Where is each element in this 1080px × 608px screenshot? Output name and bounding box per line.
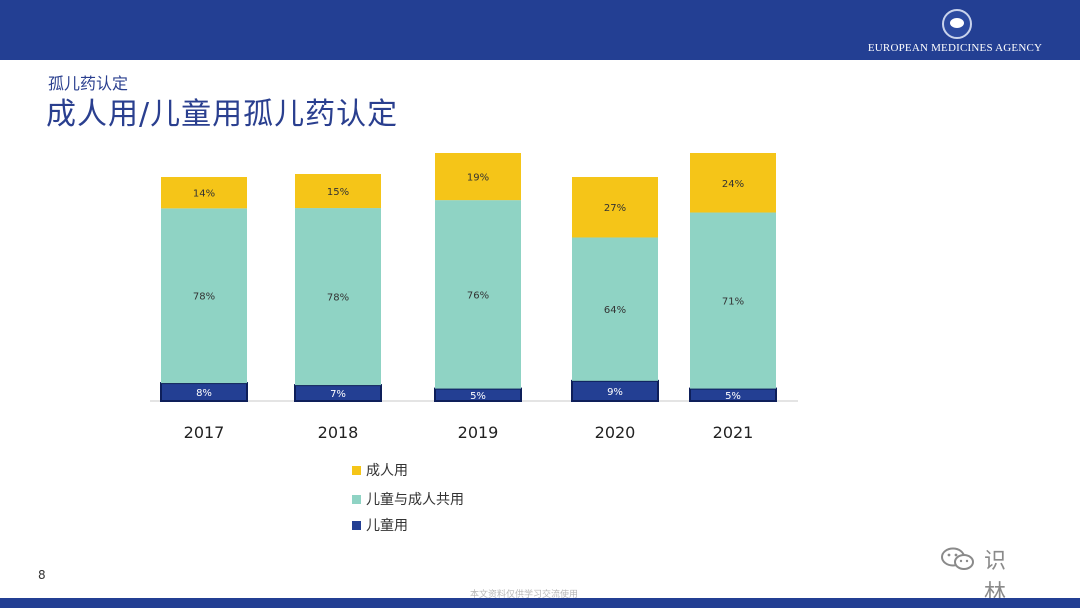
data-label: 27% bbox=[604, 203, 626, 214]
ema-logo-icon bbox=[942, 9, 972, 39]
data-label: 78% bbox=[193, 292, 215, 303]
data-label: 14% bbox=[193, 189, 215, 200]
x-tick-label: 2018 bbox=[318, 423, 359, 442]
x-tick-label: 2017 bbox=[184, 423, 225, 442]
bar-segment bbox=[572, 177, 658, 238]
legend-swatch-adult bbox=[352, 466, 361, 475]
footer-bar bbox=[0, 598, 1080, 608]
page-number: 8 bbox=[38, 568, 46, 582]
slide-title: 成人用/儿童用孤儿药认定 bbox=[46, 97, 399, 132]
data-label: 15% bbox=[327, 187, 349, 198]
legend-label: 成人用 bbox=[366, 463, 408, 479]
x-tick-label: 2020 bbox=[595, 423, 636, 442]
data-label: 78% bbox=[327, 293, 349, 304]
agency-name: EUROPEAN MEDICINES AGENCY bbox=[867, 42, 1043, 54]
data-label: 76% bbox=[467, 290, 489, 301]
data-label: 9% bbox=[607, 387, 623, 398]
data-label: 71% bbox=[722, 297, 744, 308]
bar-segment bbox=[161, 208, 247, 384]
legend-swatch-both bbox=[352, 495, 361, 504]
bar-segment bbox=[690, 153, 776, 213]
x-tick-label: 2019 bbox=[458, 423, 499, 442]
legend-label: 儿童与成人共用 bbox=[366, 492, 464, 508]
x-tick-label: 2021 bbox=[713, 423, 754, 442]
legend-label: 儿童用 bbox=[366, 518, 408, 534]
data-label: 64% bbox=[604, 305, 626, 316]
bar-segment bbox=[295, 208, 381, 386]
data-label: 7% bbox=[330, 389, 346, 400]
bar-segment bbox=[572, 237, 658, 381]
data-label: 5% bbox=[725, 391, 741, 402]
bar-segment bbox=[690, 212, 776, 389]
header-bar: EUROPEAN MEDICINES AGENCY bbox=[0, 0, 1080, 60]
data-label: 8% bbox=[196, 388, 212, 399]
bar-segment bbox=[435, 153, 521, 201]
data-label: 19% bbox=[467, 173, 489, 184]
wechat-icon bbox=[941, 547, 974, 570]
slide-subtitle: 孤儿药认定 bbox=[48, 74, 129, 93]
bar-segment bbox=[161, 177, 247, 209]
bar-segment bbox=[435, 200, 521, 389]
legend-swatch-child bbox=[352, 521, 361, 530]
footnote: 本文资料仅供学习交流使用 bbox=[470, 590, 579, 598]
bar-segment bbox=[295, 174, 381, 209]
data-label: 5% bbox=[470, 391, 486, 402]
data-label: 24% bbox=[722, 179, 744, 190]
bar-segment bbox=[434, 387, 522, 403]
